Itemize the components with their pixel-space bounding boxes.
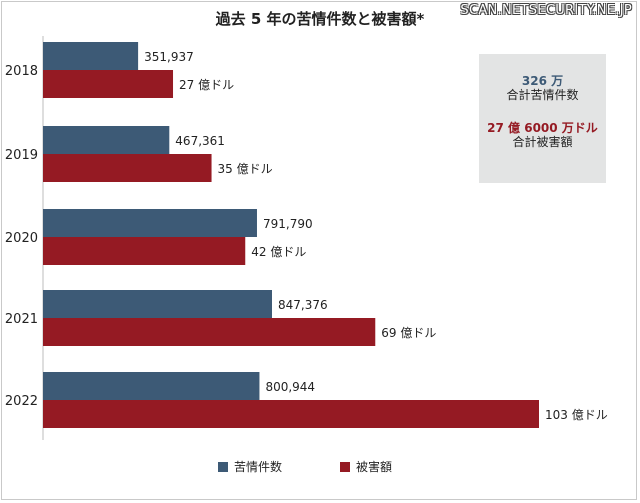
legend-swatch-losses (340, 461, 350, 472)
legend-swatch-complaints (218, 461, 228, 472)
bar-complaints-2019 (43, 126, 170, 154)
data-label-losses-2019: 35 億ドル (218, 162, 273, 176)
data-label-losses-2022: 103 億ドル (545, 408, 608, 422)
legend: 苦情件数 被害額 (0, 458, 640, 478)
y-tick-label-2019: 2019 (5, 148, 38, 163)
data-label-complaints-2019: 467,361 (175, 134, 225, 148)
bar-complaints-2022 (43, 372, 260, 400)
y-tick-label-2018: 2018 (5, 64, 38, 79)
bar-losses-2018 (43, 70, 174, 98)
total-complaints-value: 326 万 (521, 74, 564, 88)
y-tick-label-2021: 2021 (5, 312, 38, 327)
legend-label-losses: 被害額 (356, 460, 393, 474)
bar-losses-2020 (43, 237, 246, 265)
watermark: SCAN.NETSECURITY.NE.JP (460, 3, 632, 18)
legend-label-complaints: 苦情件数 (234, 460, 283, 474)
bar-losses-2019 (43, 154, 212, 182)
data-label-losses-2018: 27 億ドル (179, 78, 234, 92)
data-label-complaints-2018: 351,937 (144, 50, 194, 64)
y-tick-label-2020: 2020 (5, 231, 38, 246)
summary-box: 326 万 合計苦情件数 27 億 6000 万ドル 合計被害額 (479, 54, 606, 183)
total-losses-value: 27 億 6000 万ドル (487, 121, 598, 135)
y-tick-label-2022: 2022 (5, 394, 38, 409)
bar-losses-2021 (43, 318, 376, 346)
legend-item-losses: 被害額 (340, 458, 392, 475)
data-label-losses-2021: 69 億ドル (381, 326, 436, 340)
data-label-complaints-2022: 800,944 (265, 380, 315, 394)
chart-title: 過去 5 年の苦情件数と被害額* (215, 10, 425, 28)
bar-losses-2022 (43, 400, 539, 428)
data-label-losses-2020: 42 億ドル (251, 245, 306, 259)
total-losses-label: 合計被害額 (512, 135, 573, 149)
total-complaints-label: 合計苦情件数 (506, 88, 579, 102)
data-label-complaints-2021: 847,376 (278, 298, 328, 312)
bar-complaints-2020 (43, 209, 257, 237)
bar-complaints-2021 (43, 290, 272, 318)
legend-item-complaints: 苦情件数 (218, 458, 282, 475)
data-label-complaints-2020: 791,790 (263, 217, 313, 231)
bar-complaints-2018 (43, 42, 139, 70)
